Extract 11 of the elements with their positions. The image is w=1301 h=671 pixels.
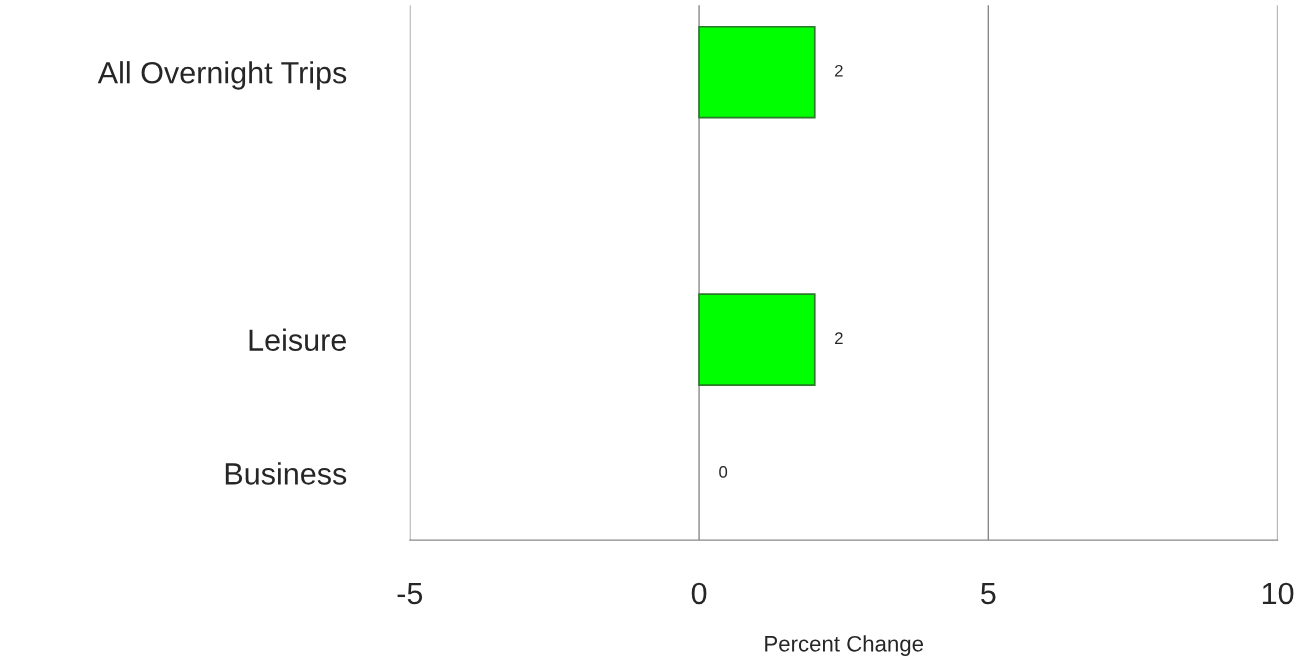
x-tick-label: 10 xyxy=(1262,582,1294,605)
x-tick-label: -5 xyxy=(397,582,423,605)
x-tick-label: 5 xyxy=(981,582,996,605)
data-label: 2 xyxy=(835,332,843,344)
data-label: 0 xyxy=(719,465,728,478)
x-tick-label: 0 xyxy=(691,582,707,605)
x-axis-title: Percent Change xyxy=(765,635,924,657)
y-tick-label: Business xyxy=(225,462,347,485)
data-label: 2 xyxy=(835,64,843,77)
y-tick-label: Leisure xyxy=(249,328,346,351)
y-tick-label: All Overnight Trips xyxy=(97,61,347,90)
